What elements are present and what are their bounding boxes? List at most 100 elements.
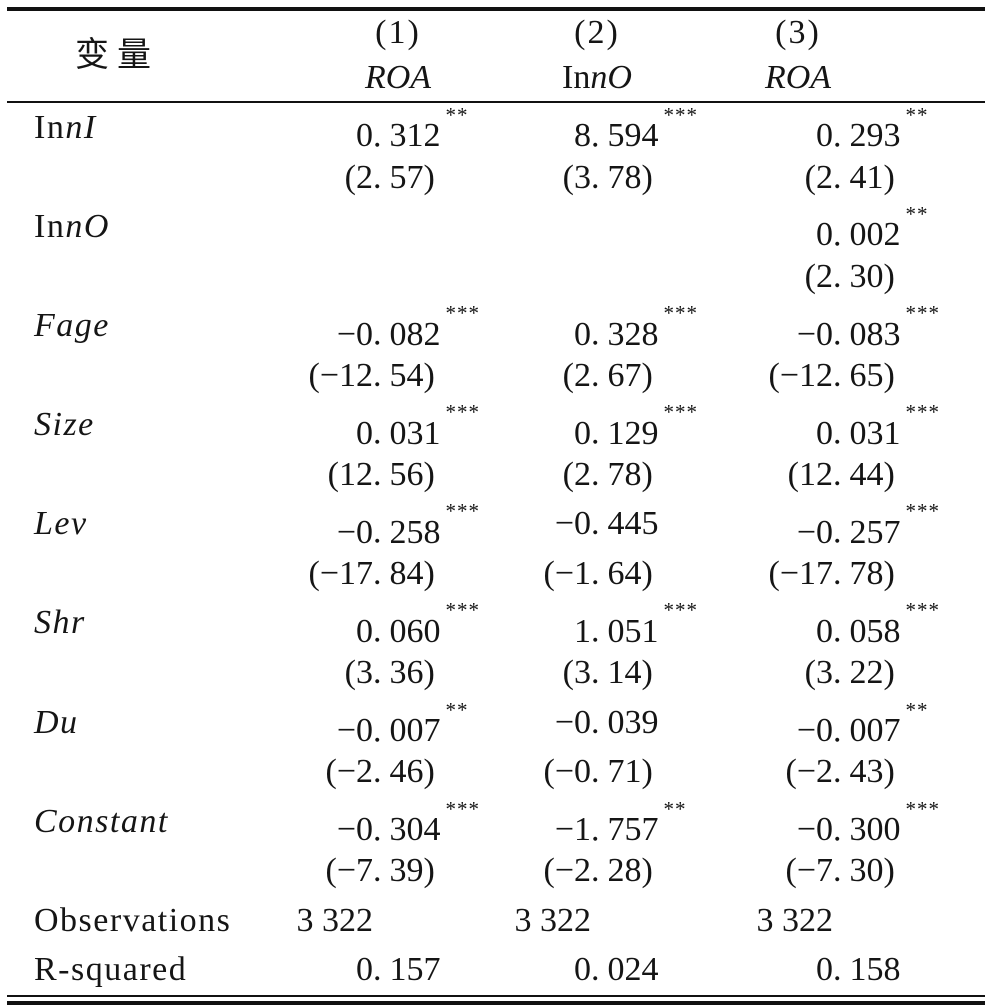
table-cell: (12. 56) xyxy=(327,455,435,493)
row-label: Size xyxy=(34,406,95,444)
table-cell: (−17. 78) xyxy=(768,554,895,592)
significance-stars: *** xyxy=(905,796,940,821)
table-cell: −0. 257*** xyxy=(796,499,940,551)
table-cell: −0. 300*** xyxy=(796,796,940,848)
bottom-rule-thin xyxy=(7,995,985,997)
table-cell: (2. 57) xyxy=(344,158,435,196)
significance-stars: *** xyxy=(663,103,698,127)
model-number: (2) xyxy=(574,14,620,51)
table-cell: (−7. 30) xyxy=(785,852,895,890)
table-cell: −0. 083*** xyxy=(796,301,940,353)
significance-stars: ** xyxy=(663,796,687,821)
table-cell: (−2. 46) xyxy=(325,753,435,791)
row-label: InnO xyxy=(34,208,110,246)
table-cell: (−2. 28) xyxy=(543,852,653,890)
table-cell: (−12. 54) xyxy=(308,356,435,394)
table-row: (3. 36) (3. 14) (3. 22) xyxy=(0,648,992,698)
significance-stars: ** xyxy=(445,697,469,722)
table-cell: (3. 36) xyxy=(344,654,435,692)
significance-stars: *** xyxy=(445,301,480,326)
table-row: Size 0. 031*** 0. 129*** 0. 031*** xyxy=(0,400,992,451)
table-cell: 0. 158 xyxy=(816,951,901,989)
table-cell: −0. 082*** xyxy=(336,301,480,353)
table-cell: 0. 031*** xyxy=(356,400,480,452)
row-label: Du xyxy=(34,703,79,741)
table-cell: (12. 44) xyxy=(787,455,895,493)
table-row: Du −0. 007** −0. 039 −0. 007** xyxy=(0,698,992,749)
significance-stars: *** xyxy=(445,796,480,821)
row-label: Constant xyxy=(34,802,169,840)
table-cell: 1. 051*** xyxy=(574,598,698,650)
bottom-rule-thick xyxy=(7,1001,985,1005)
table-cell: (2. 30) xyxy=(804,257,895,295)
table-row: R-squared 0. 157 0. 024 0. 158 xyxy=(0,945,992,995)
table-cell: (−0. 71) xyxy=(543,753,653,791)
model-column-header-1: (1) ROA xyxy=(288,11,508,101)
table-row: (2. 57) (3. 78) (2. 41) xyxy=(0,153,992,203)
table-cell: −1. 757** xyxy=(554,796,687,848)
table-cell: 3 322 xyxy=(756,901,834,939)
table-cell: (2. 67) xyxy=(562,356,653,394)
table-cell: 0. 312** xyxy=(356,103,469,155)
row-label: Shr xyxy=(34,604,86,642)
significance-stars: *** xyxy=(445,400,480,425)
table-cell: (2. 41) xyxy=(804,158,895,196)
table-cell: 0. 157 xyxy=(356,951,441,989)
table-cell: 3 322 xyxy=(514,901,592,939)
table-row: (−12. 54) (2. 67) (−12. 65) xyxy=(0,351,992,401)
table-row: InnI 0. 312** 8. 594*** 0. 293** xyxy=(0,103,992,154)
significance-stars: ** xyxy=(445,103,469,127)
significance-stars: *** xyxy=(663,301,698,326)
table-row: InnO 0. 002** xyxy=(0,202,992,253)
dependent-variable: InnO xyxy=(562,59,632,96)
model-column-header-2: (2) InnO xyxy=(487,11,707,101)
table-cell: (3. 78) xyxy=(562,158,653,196)
table-cell: 0. 060*** xyxy=(356,598,480,650)
significance-stars: *** xyxy=(445,598,480,623)
table-row: (−17. 84) (−1. 64) (−17. 78) xyxy=(0,549,992,599)
model-number: (3) xyxy=(775,14,821,51)
table-cell: −0. 007** xyxy=(336,697,469,749)
table-cell: (−7. 39) xyxy=(325,852,435,890)
significance-stars: *** xyxy=(905,499,940,524)
table-row: Constant −0. 304*** −1. 757** −0. 300*** xyxy=(0,797,992,848)
top-rule xyxy=(7,7,985,11)
significance-stars: *** xyxy=(905,598,940,623)
table-cell: (−2. 43) xyxy=(785,753,895,791)
table-cell: −0. 007** xyxy=(796,697,929,749)
table-row: (2. 30) xyxy=(0,252,992,302)
table-header: 变量 (1) ROA (2) InnO (3) ROA xyxy=(0,11,992,101)
table-cell: (−17. 84) xyxy=(308,554,435,592)
model-column-header-3: (3) ROA xyxy=(688,11,908,101)
dependent-variable: ROA xyxy=(364,59,432,96)
table-cell: −0. 039 xyxy=(554,703,659,741)
significance-stars: *** xyxy=(905,301,940,326)
header-divider-rule xyxy=(7,101,985,103)
table-body: InnI 0. 312** 8. 594*** 0. 293** (2. 57) (3. 78) (2… xyxy=(0,103,992,995)
table-cell: 0. 002** xyxy=(816,202,929,254)
table-row: Fage −0. 082*** 0. 328*** −0. 083*** xyxy=(0,301,992,352)
significance-stars: *** xyxy=(663,598,698,623)
model-number: (1) xyxy=(375,14,421,51)
table-cell: −0. 304*** xyxy=(336,796,480,848)
table-row: Shr 0. 060*** 1. 051*** 0. 058*** xyxy=(0,598,992,649)
table-cell: (−12. 65) xyxy=(768,356,895,394)
table-cell: (2. 78) xyxy=(562,455,653,493)
table-cell: 8. 594*** xyxy=(574,103,698,155)
table-row: (−2. 46) (−0. 71) (−2. 43) xyxy=(0,747,992,797)
table-cell: (3. 22) xyxy=(804,654,895,692)
row-label: InnI xyxy=(34,109,97,146)
significance-stars: *** xyxy=(445,499,480,524)
table-cell: 0. 328*** xyxy=(574,301,698,353)
table-row: (12. 56) (2. 78) (12. 44) xyxy=(0,450,992,500)
table-cell: 0. 031*** xyxy=(816,400,940,452)
significance-stars: ** xyxy=(905,103,929,127)
table-cell: 0. 129*** xyxy=(574,400,698,452)
row-label: Lev xyxy=(34,505,88,543)
significance-stars: *** xyxy=(663,400,698,425)
table-row: Observations 3 322 3 322 3 322 xyxy=(0,896,992,946)
significance-stars: ** xyxy=(905,697,929,722)
dependent-variable: ROA xyxy=(764,59,832,96)
variable-column-header: 变量 xyxy=(75,37,159,74)
significance-stars: *** xyxy=(905,400,940,425)
